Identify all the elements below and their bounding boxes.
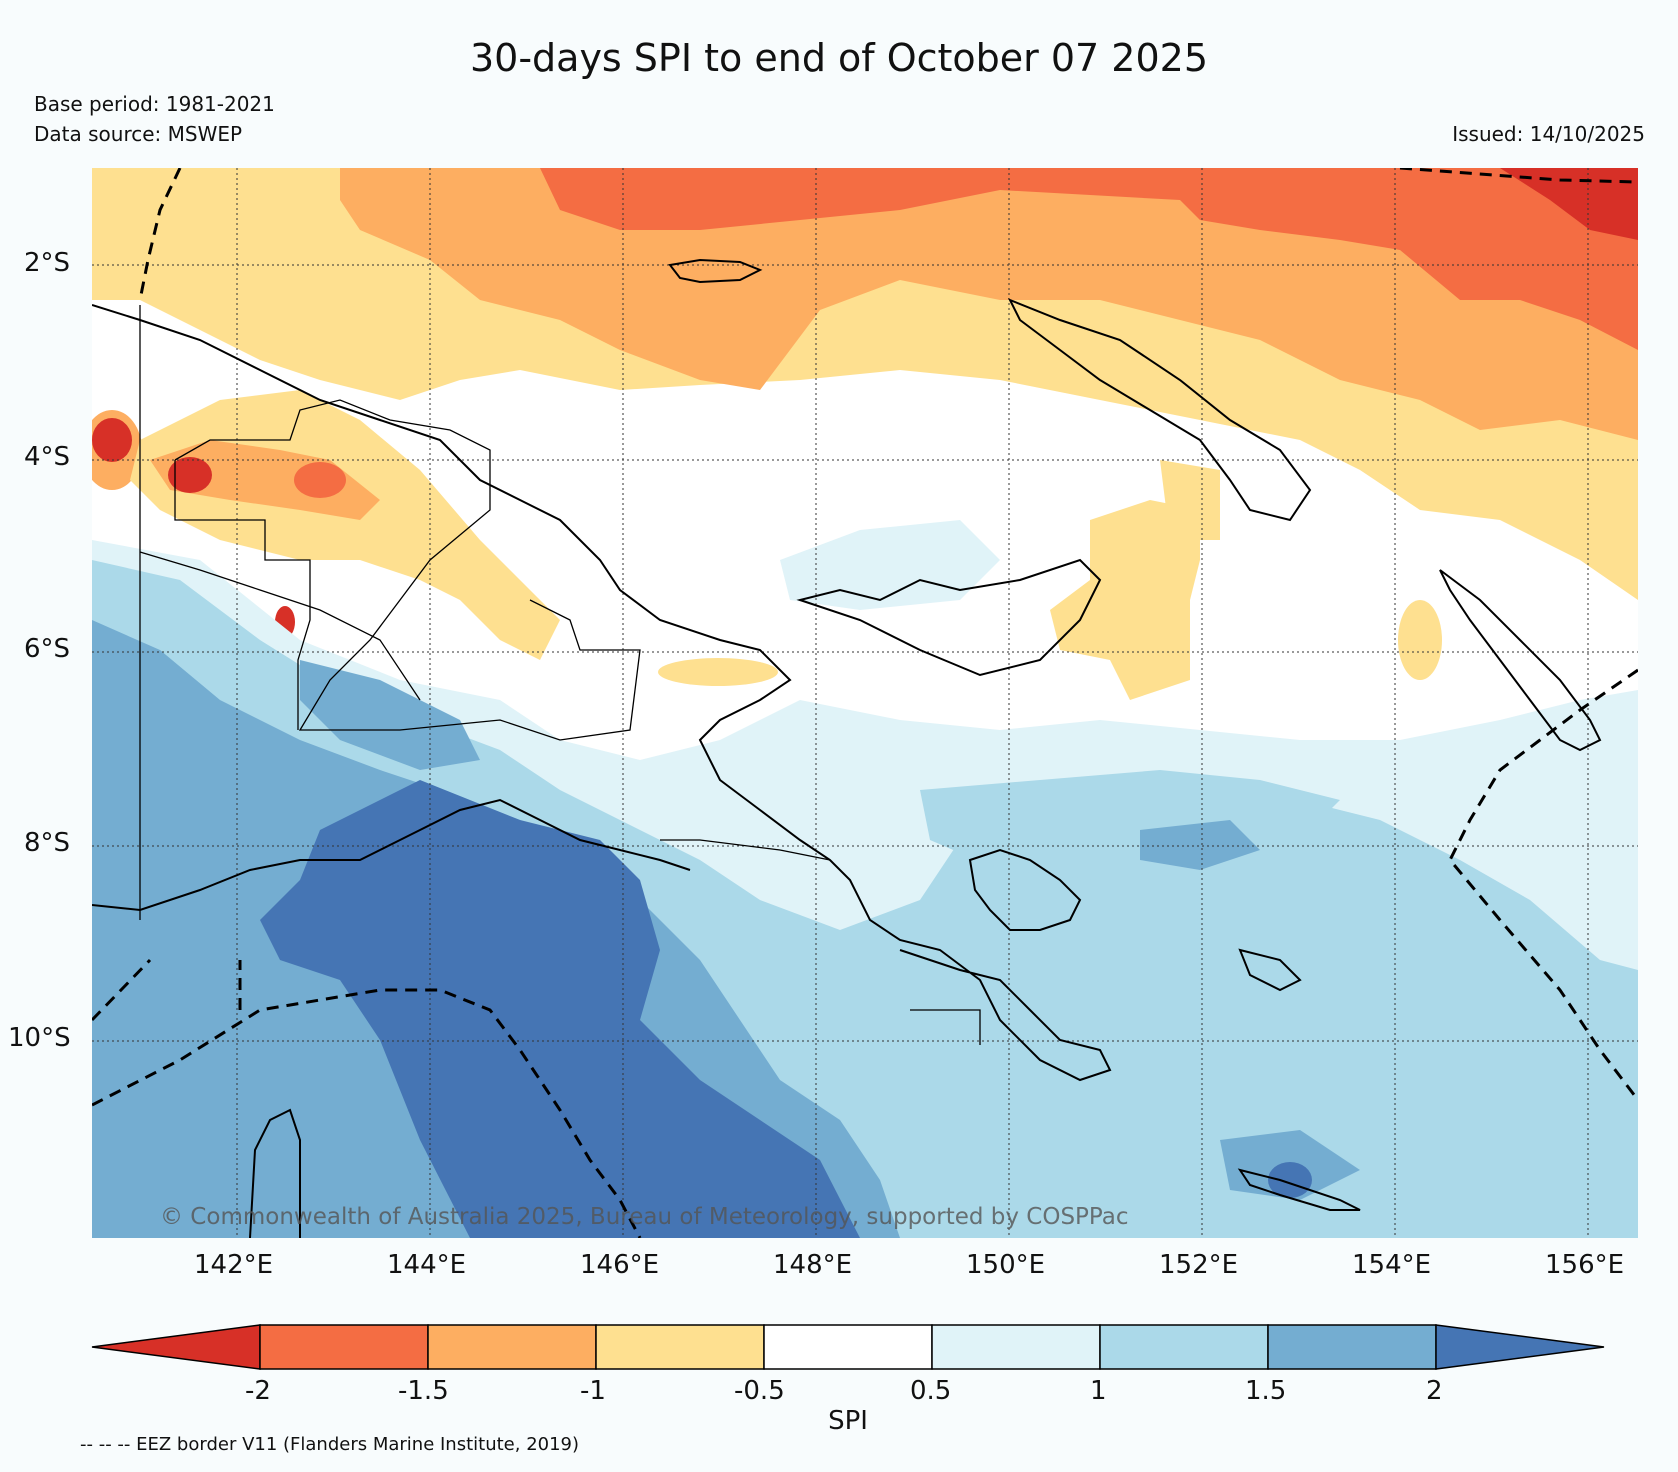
colorbar-tick: -0.5 <box>734 1376 785 1406</box>
colorbar-segment <box>763 1324 933 1370</box>
spi-band-plus15 <box>1140 820 1260 870</box>
lat-label: 2°S <box>24 248 71 278</box>
issued-date: Issued: 14/10/2025 <box>1452 122 1645 146</box>
spi-central-patch <box>1050 500 1200 700</box>
colorbar-extend-high <box>1435 1324 1605 1370</box>
lat-label: 4°S <box>24 442 71 472</box>
colorbar-extend-low <box>91 1324 261 1370</box>
colorbar-tick: -1.5 <box>398 1376 449 1406</box>
colorbar-tick: -1 <box>580 1376 606 1406</box>
spi-band-minus2 <box>1500 168 1638 240</box>
spi-band-minus15 <box>540 168 1638 350</box>
lon-label: 144°E <box>387 1250 467 1280</box>
colorbar-tick: 1.5 <box>1245 1376 1287 1406</box>
colorbar-tick: 1 <box>1090 1376 1107 1406</box>
colorbar <box>91 1324 1605 1370</box>
spi-west-patch <box>294 462 346 498</box>
colorbar-segment <box>1099 1324 1269 1370</box>
lon-label: 156°E <box>1545 1250 1625 1280</box>
colorbar-segment <box>595 1324 765 1370</box>
map-field: © Commonwealth of Australia 2025, Bureau… <box>92 168 1638 1238</box>
spi-band-plus15 <box>300 660 480 770</box>
lon-label: 142°E <box>194 1250 274 1280</box>
colorbar-tick: 2 <box>1426 1376 1443 1406</box>
borders <box>139 305 981 1045</box>
lon-label: 148°E <box>773 1250 853 1280</box>
lon-label: 150°E <box>966 1250 1046 1280</box>
spi-west-patch <box>92 418 132 462</box>
spi-band-plus2 <box>1268 1162 1312 1198</box>
colorbar-segment <box>1267 1324 1437 1370</box>
lon-label: 146°E <box>580 1250 660 1280</box>
map-title: 30-days SPI to end of October 07 2025 <box>469 36 1209 80</box>
spi-central-patch <box>1160 460 1220 540</box>
eez-note: -- -- -- EEZ border V11 (Flanders Marine… <box>80 1434 580 1455</box>
colorbar-tick: 0.5 <box>910 1376 952 1406</box>
colorbar-segment <box>259 1324 429 1370</box>
coastlines <box>92 258 1602 1238</box>
eez-borders <box>92 168 1638 1238</box>
gridlines <box>92 168 1638 1238</box>
colorbar-segment <box>427 1324 597 1370</box>
spi-west-patch <box>168 457 212 493</box>
spi-band-plus05 <box>780 520 1000 610</box>
lat-label: 6°S <box>24 634 71 664</box>
lon-label: 154°E <box>1352 1250 1432 1280</box>
base-period: Base period: 1981-2021 <box>34 92 275 116</box>
lat-label: 10°S <box>8 1023 71 1053</box>
spi-central-patch <box>658 658 778 686</box>
colorbar-tick: -2 <box>245 1376 271 1406</box>
colorbar-label: SPI <box>828 1406 868 1436</box>
colorbar-segment <box>931 1324 1101 1370</box>
lat-label: 8°S <box>24 828 71 858</box>
spi-band-plus2 <box>260 780 860 1238</box>
data-source: Data source: MSWEP <box>34 122 243 146</box>
lon-label: 152°E <box>1159 1250 1239 1280</box>
copyright-watermark: © Commonwealth of Australia 2025, Bureau… <box>160 1204 1129 1230</box>
spi-east-patch <box>1398 600 1442 680</box>
